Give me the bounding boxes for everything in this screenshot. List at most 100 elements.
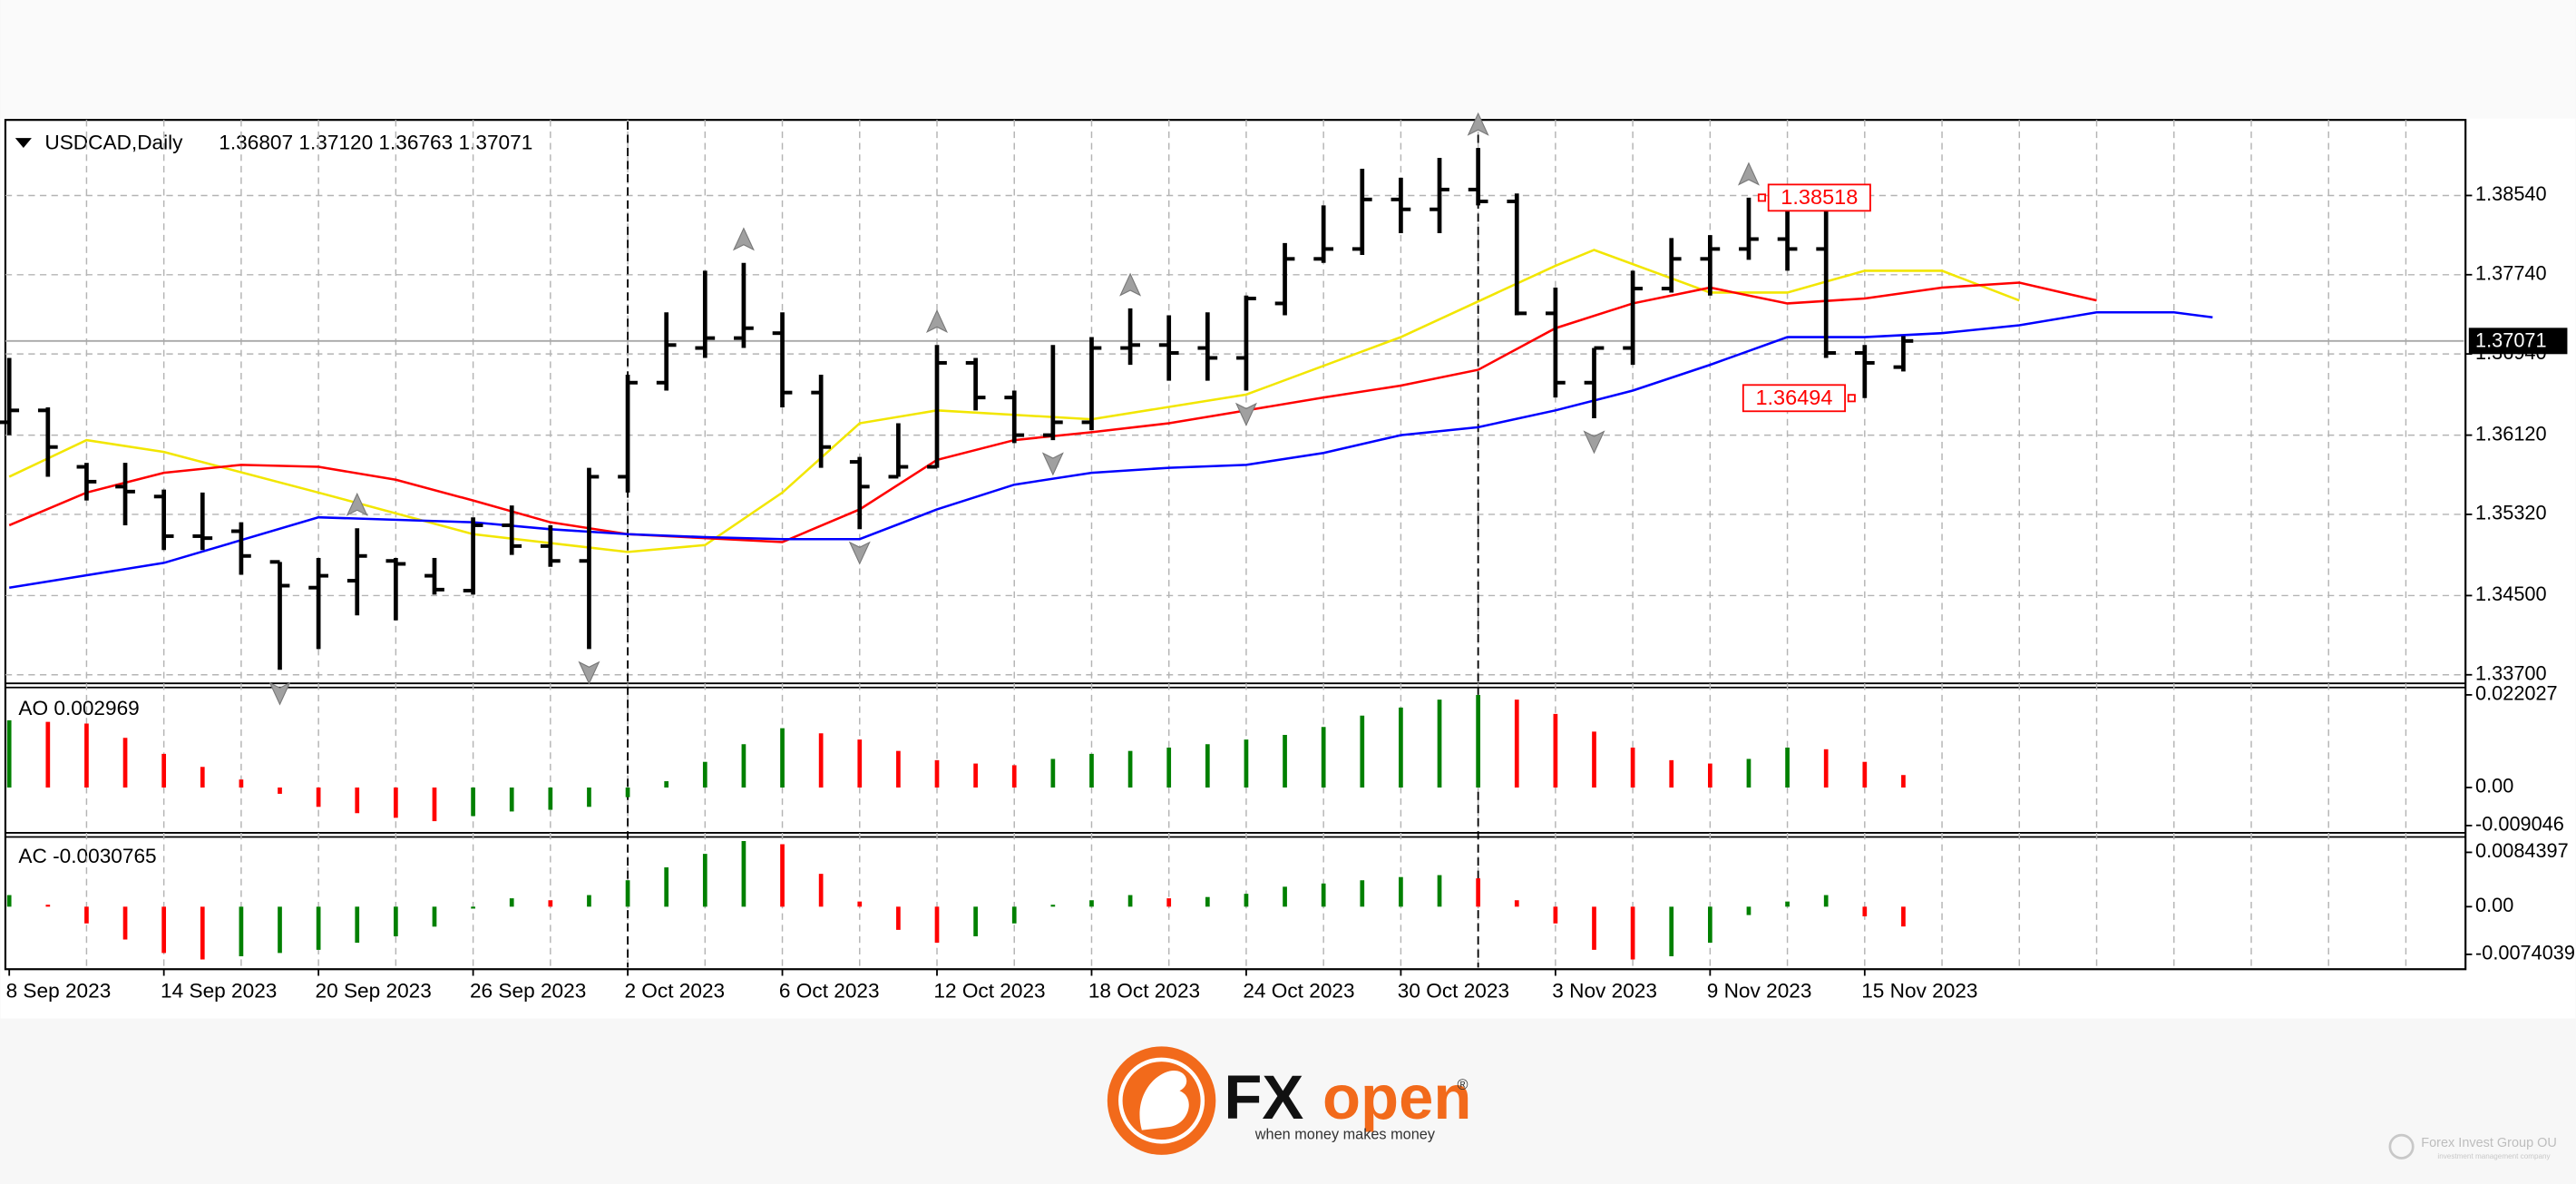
ohlc-bar bbox=[1004, 390, 1025, 444]
fractal-up bbox=[925, 308, 949, 333]
logo-emblem-figure bbox=[1139, 1071, 1189, 1130]
y-tick-label: 1.34500 bbox=[2475, 582, 2547, 605]
ohlc-bar bbox=[888, 423, 909, 479]
price-marker bbox=[1757, 193, 1766, 202]
ohlc-bar bbox=[308, 557, 328, 650]
y-tick-label: 1.33700 bbox=[2475, 661, 2547, 684]
fractal-down bbox=[268, 681, 291, 706]
ohlc-bar bbox=[346, 528, 367, 616]
watermark: Forex Invest Group OU bbox=[2421, 1136, 2557, 1150]
top-band bbox=[0, 0, 2576, 119]
chart-window bbox=[0, 118, 2576, 1019]
ohlc-bar bbox=[424, 557, 444, 595]
x-tick-label: 6 Oct 2023 bbox=[779, 980, 880, 1003]
ohlc-bar bbox=[1507, 193, 1527, 316]
ohlc-bar bbox=[153, 489, 174, 551]
ohlc-bar bbox=[618, 375, 638, 493]
plot-border bbox=[4, 119, 2467, 971]
ohlc-bar bbox=[1429, 157, 1449, 233]
ohlc-bar bbox=[463, 517, 483, 595]
x-tick-label: 3 Nov 2023 bbox=[1552, 980, 1657, 1003]
ohlc-bar bbox=[76, 463, 97, 501]
price-label: 1.38518 bbox=[1781, 185, 1858, 209]
ao-title: AO 0.002969 bbox=[18, 697, 139, 719]
ohlc-bar bbox=[1623, 270, 1643, 366]
y-tick-label: 1.38540 bbox=[2475, 182, 2547, 205]
fractal-down bbox=[1234, 402, 1257, 426]
y-tick-label: 0.00 bbox=[2475, 894, 2513, 916]
ohlc-bar bbox=[1893, 336, 1914, 372]
ohlc-bar bbox=[115, 463, 135, 525]
x-tick-label: 26 Sep 2023 bbox=[470, 980, 586, 1003]
ohlc-bar bbox=[1351, 169, 1372, 255]
ohlc-bar bbox=[1700, 235, 1721, 296]
watermark-icon bbox=[2388, 1133, 2415, 1160]
x-tick-label: 30 Oct 2023 bbox=[1398, 980, 1509, 1003]
fxopen-logo: FX open ® when money makes money bbox=[1107, 1046, 1471, 1155]
fractal-up bbox=[1119, 272, 1142, 297]
ohlc-bar bbox=[1197, 312, 1218, 381]
logo-emblem-ring bbox=[1118, 1057, 1205, 1144]
ohlc-bar bbox=[1661, 238, 1682, 293]
ac-title: AC -0.0030765 bbox=[18, 845, 156, 867]
x-tick-label: 24 Oct 2023 bbox=[1243, 980, 1354, 1003]
x-tick-label: 2 Oct 2023 bbox=[624, 980, 725, 1003]
x-tick-label: 8 Sep 2023 bbox=[6, 980, 112, 1003]
ohlc-bar bbox=[1546, 287, 1566, 398]
x-tick-label: 15 Nov 2023 bbox=[1861, 980, 1977, 1003]
ohlc-bar bbox=[656, 312, 677, 391]
y-tick-label: -0.0074039 bbox=[2475, 942, 2575, 964]
ohlc-bar bbox=[1739, 197, 1759, 260]
x-tick-label: 12 Oct 2023 bbox=[933, 980, 1045, 1003]
fractal-down bbox=[578, 660, 600, 685]
fractal-down bbox=[1041, 452, 1064, 476]
fractal-up bbox=[1467, 112, 1489, 136]
ohlc-bar bbox=[37, 407, 58, 477]
fractal-down bbox=[1583, 430, 1605, 455]
ohlc-bar bbox=[1390, 177, 1411, 233]
ohlc-bar bbox=[811, 375, 832, 468]
y-tick-label: 1.37740 bbox=[2475, 262, 2547, 285]
logo-registered: ® bbox=[1457, 1077, 1468, 1093]
ohlc-bar bbox=[1274, 242, 1295, 316]
ohlc-bar bbox=[965, 357, 986, 411]
ohlc-bar bbox=[1777, 204, 1798, 271]
price-label: 1.36494 bbox=[1755, 386, 1832, 409]
symbol-menu-arrow[interactable] bbox=[15, 138, 32, 148]
x-tick-label: 20 Sep 2023 bbox=[316, 980, 432, 1003]
logo-tagline: when money makes money bbox=[1254, 1126, 1436, 1142]
fractal-down bbox=[848, 541, 871, 565]
x-tick-label: 18 Oct 2023 bbox=[1088, 980, 1200, 1003]
x-tick-label: 14 Sep 2023 bbox=[161, 980, 277, 1003]
logo-open: open bbox=[1322, 1062, 1471, 1132]
y-tick-label: 1.36120 bbox=[2475, 422, 2547, 445]
ohlc-bar bbox=[192, 492, 213, 551]
ohlc-bar bbox=[1313, 205, 1334, 263]
ohlc-bar bbox=[385, 557, 406, 621]
current-price-box bbox=[2468, 328, 2568, 355]
y-tick-label: -0.009046 bbox=[2475, 813, 2564, 836]
ohlc-bar bbox=[849, 456, 870, 530]
ohlc-bar bbox=[1120, 308, 1140, 366]
ohlc-bar bbox=[1158, 315, 1179, 381]
ohlc-bar bbox=[540, 524, 561, 567]
price-label-box bbox=[1767, 183, 1871, 212]
ohlc-bar bbox=[1816, 202, 1837, 358]
ohlc-bar bbox=[695, 270, 716, 358]
ohlc-bar bbox=[231, 522, 251, 575]
ohlc-bar bbox=[772, 312, 793, 408]
y-tick-label: 0.0084397 bbox=[2475, 839, 2569, 862]
fractal-up bbox=[1737, 161, 1760, 186]
ohlc-bar bbox=[1042, 345, 1063, 441]
ohlc-bar bbox=[1854, 345, 1875, 398]
y-tick-label: 1.35320 bbox=[2475, 502, 2547, 524]
symbol-label: USDCAD,Daily bbox=[44, 131, 183, 153]
y-tick-label: 0.00 bbox=[2475, 775, 2513, 797]
current-price-label: 1.37071 bbox=[2475, 328, 2547, 351]
logo-fx: FX bbox=[1224, 1062, 1303, 1132]
x-tick-label: 9 Nov 2023 bbox=[1707, 980, 1812, 1003]
ohlc-bar bbox=[1584, 346, 1605, 419]
ohlc-header: 1.36807 1.37120 1.36763 1.37071 bbox=[219, 131, 532, 153]
